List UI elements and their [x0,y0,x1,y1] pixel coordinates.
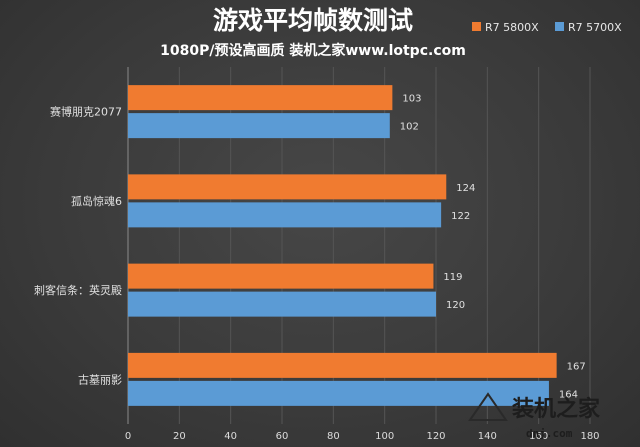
chart-subtitle: 1080P/预设高画质 装机之家www.lotpc.com [160,42,466,59]
data-label: 103 [402,94,421,105]
category-label: 赛博朋克2077 [50,105,122,119]
data-label: 122 [451,211,470,222]
bar [128,263,434,289]
data-label: 102 [400,122,419,133]
x-tick-label: 180 [580,431,599,442]
category-label: 古墓丽影 [78,373,122,386]
x-tick-label: 120 [426,431,445,442]
bar [128,352,557,378]
bars-layer [128,85,557,406]
data-label: 120 [446,300,465,311]
x-tick-label: 140 [478,431,497,442]
category-label: 孤岛惊魂6 [71,194,122,208]
x-tick-label: 20 [173,431,186,442]
legend-swatch [472,22,481,31]
bar [128,113,390,139]
category-label: 刺客信条：英灵殿 [34,283,122,297]
x-tick-label: 60 [276,431,289,442]
chart-title: 游戏平均帧数测试 [213,6,413,35]
legend-label: R7 5800X [485,21,539,34]
x-tick-label: 80 [327,431,340,442]
watermark-text: 装机之家 [512,396,601,422]
bar [128,85,393,111]
bar [128,174,447,200]
bar [128,202,442,228]
data-label: 124 [456,183,475,194]
labels-layer: 0 20 40 60 80 100 120 140 160 180 赛博朋克2077 103 102 孤岛… [34,94,600,442]
legend-label: R7 5700X [568,21,622,34]
watermark-logo: 装机之家 dnj.com [468,392,601,440]
x-tick-label: 40 [224,431,237,442]
x-tick-label: 100 [375,431,394,442]
data-label: 167 [567,361,586,372]
x-tick-label: 160 [529,431,548,442]
x-tick-label: 0 [125,431,131,442]
bar [128,291,436,317]
data-label: 119 [443,272,462,283]
watermark-sub: dnj.com [526,427,573,440]
data-label: 164 [559,389,578,400]
bar [128,380,549,406]
legend: R7 5800X R7 5700X [472,21,622,34]
watermark-mark-icon [468,392,508,421]
legend-swatch [555,22,564,31]
